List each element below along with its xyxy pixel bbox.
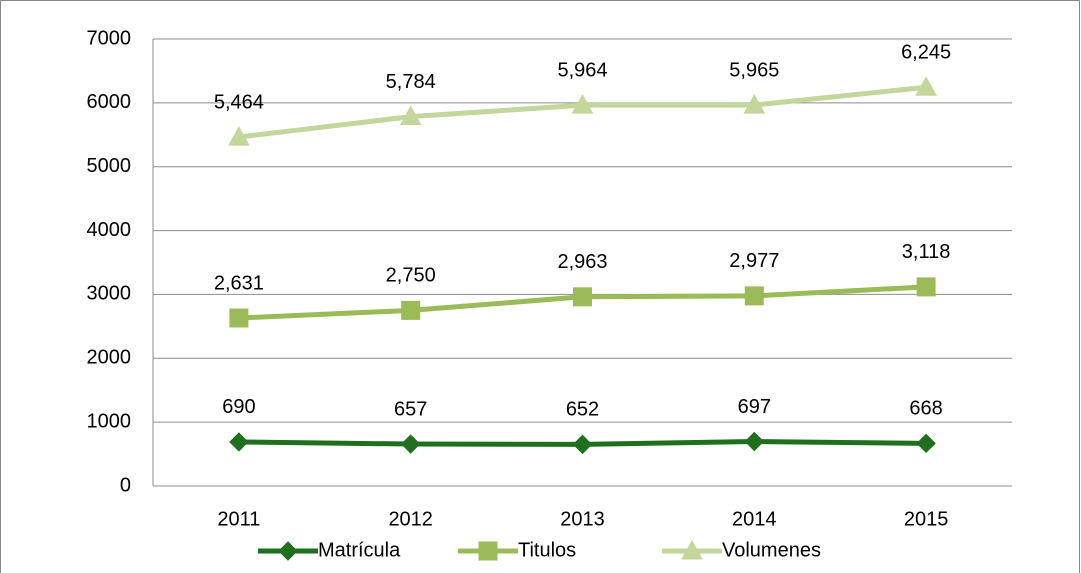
data-point xyxy=(915,76,937,96)
legend-marker xyxy=(278,541,298,561)
y-tick-label: 6000 xyxy=(87,91,132,113)
data-label: 5,965 xyxy=(729,59,779,81)
legend-label: Matrícula xyxy=(318,539,401,561)
data-label: 657 xyxy=(394,398,427,420)
legend-label: Titulos xyxy=(518,539,576,561)
x-tick-label: 2015 xyxy=(904,508,949,530)
data-point xyxy=(571,94,594,114)
data-point xyxy=(573,287,592,307)
x-tick-label: 2011 xyxy=(217,508,260,530)
data-label: 652 xyxy=(566,399,599,421)
data-point xyxy=(399,105,422,126)
y-tick-label: 3000 xyxy=(87,283,132,305)
data-label: 5,464 xyxy=(214,91,264,113)
data-point xyxy=(229,432,249,452)
data-point xyxy=(400,434,421,454)
y-tick-label: 2000 xyxy=(87,347,132,369)
x-tick-label: 2013 xyxy=(560,508,605,530)
legend-label: Volumenes xyxy=(722,539,821,561)
legend-marker xyxy=(681,539,703,560)
x-tick-label: 2012 xyxy=(388,508,433,530)
data-label: 2,631 xyxy=(214,272,264,294)
y-tick-label: 5000 xyxy=(87,155,132,177)
data-label: 697 xyxy=(738,396,771,418)
y-tick-label: 7000 xyxy=(87,27,132,49)
y-tick-label: 0 xyxy=(120,474,131,496)
data-label: 3,118 xyxy=(902,241,951,263)
y-tick-label: 1000 xyxy=(87,410,132,432)
data-label: 5,964 xyxy=(557,59,607,81)
x-tick-label: 2014 xyxy=(732,508,777,530)
data-point xyxy=(572,434,593,455)
y-tick-label: 4000 xyxy=(87,219,132,241)
data-label: 2,750 xyxy=(386,265,436,287)
data-label: 690 xyxy=(222,396,255,418)
data-point xyxy=(228,126,250,146)
data-point xyxy=(916,433,936,454)
legend-marker xyxy=(478,541,498,561)
data-label: 5,784 xyxy=(386,71,436,93)
data-label: 2,963 xyxy=(557,251,607,273)
data-label: 2,977 xyxy=(729,250,779,272)
data-point xyxy=(744,431,765,452)
data-point xyxy=(229,308,249,328)
data-label: 6,245 xyxy=(901,41,951,63)
data-point xyxy=(916,277,936,297)
data-point xyxy=(401,300,421,320)
data-point xyxy=(743,94,766,114)
data-label: 668 xyxy=(909,398,942,420)
data-point xyxy=(744,286,764,306)
